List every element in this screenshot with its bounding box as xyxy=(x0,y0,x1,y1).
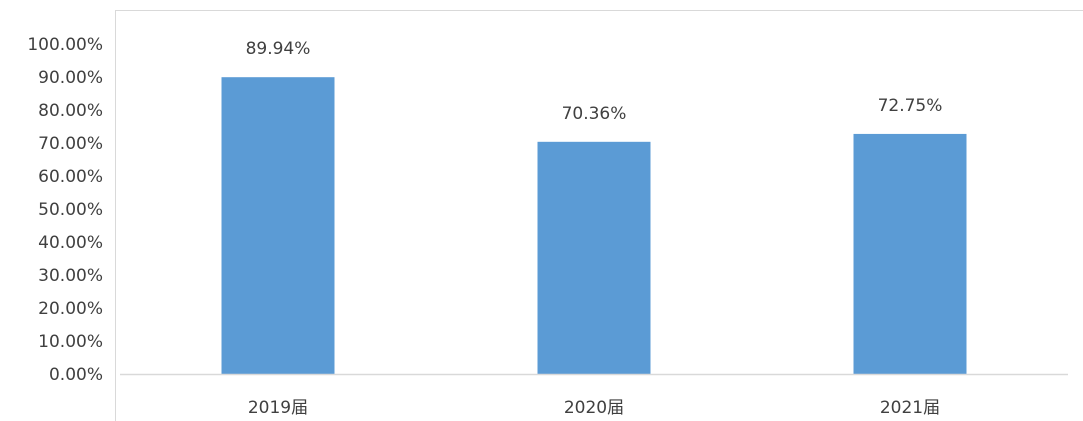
y-axis-tick-labels: 0.00% 10.00% 20.00% 30.00% 40.00% 50.00% 60.00… xyxy=(27,35,103,385)
y-tick-label: 60.00% xyxy=(38,167,103,187)
y-tick-label: 70.00% xyxy=(38,134,103,154)
x-tick-label: 2020届 xyxy=(564,398,624,418)
x-tick-label: 2021届 xyxy=(880,398,940,418)
y-tick-label: 90.00% xyxy=(38,68,103,88)
bar xyxy=(537,141,651,374)
y-tick-label: 80.00% xyxy=(38,101,103,121)
y-tick-label: 40.00% xyxy=(38,233,103,253)
x-axis-tick-labels: 2019届 2020届 2021届 xyxy=(248,398,940,418)
bar-value-label: 70.36% xyxy=(562,104,627,124)
bar-value-label: 72.75% xyxy=(878,96,943,116)
y-tick-label: 10.00% xyxy=(38,332,103,352)
bars xyxy=(221,77,967,374)
y-tick-label: 30.00% xyxy=(38,266,103,286)
y-tick-label: 50.00% xyxy=(38,200,103,220)
y-tick-label: 100.00% xyxy=(27,35,103,55)
bar xyxy=(853,133,967,374)
x-tick-label: 2019届 xyxy=(248,398,308,418)
y-tick-label: 0.00% xyxy=(49,365,103,385)
y-tick-label: 20.00% xyxy=(38,299,103,319)
bar-value-label: 89.94% xyxy=(246,39,311,59)
data-labels: 89.94% 70.36% 72.75% xyxy=(246,39,943,124)
bar xyxy=(221,77,335,374)
